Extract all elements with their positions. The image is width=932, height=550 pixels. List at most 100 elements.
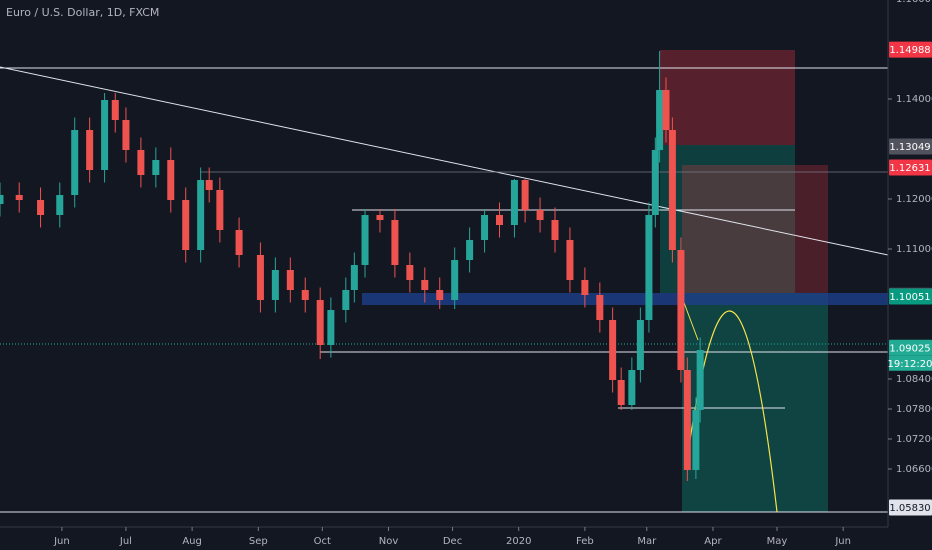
x-tick-label: May [767,536,788,547]
candle-body [350,265,358,290]
candle-body [628,370,636,405]
price-marker-label: 1.09025 [889,343,930,354]
x-tick-label: Jul [119,536,132,547]
candle-body [677,250,685,370]
stop-zone [660,50,795,145]
candle-body [316,300,324,345]
candle-body [496,215,503,225]
candle-body [451,260,459,300]
y-tick-label: 1.11000 [896,244,932,255]
candle-body [521,180,529,210]
x-tick-label: Aug [182,536,202,547]
y-tick-label: 1.06600 [896,464,932,475]
price-marker-label: 1.13049 [889,142,930,153]
drawings [0,50,889,513]
candle-body [662,90,670,130]
projection-line [682,299,699,341]
y-tick-label: 1.16000 [896,0,932,5]
candle-body [376,215,384,220]
candle-body [111,100,119,120]
x-tick-label: Dec [443,536,462,547]
candle-body [327,310,335,345]
candle-body [0,195,4,204]
price-marker-label: 1.14988 [889,45,930,56]
x-tick-label: Sep [249,536,268,547]
target-zone [682,293,828,512]
candle-body [301,290,309,300]
x-tick-label: Jun [834,536,851,547]
x-tick-label: Nov [379,536,399,547]
candle-body [205,180,213,190]
candle-body [391,220,399,265]
price-marker-label: 1.05830 [889,503,930,514]
countdown: 19:12:20 [888,359,932,370]
candle-body [466,240,474,260]
candle-body [609,320,617,380]
candle-body [167,160,175,200]
candle-body [651,150,659,215]
candle-body [656,90,664,150]
candle-body [342,290,350,310]
candle-body [122,120,130,150]
candles [0,51,704,481]
price-marker [889,138,932,155]
candle-body [421,280,429,290]
candle-body [271,270,279,300]
price-marker [889,159,932,176]
countdown-box [889,355,932,371]
candle-body [86,130,94,170]
candle-body [182,200,190,250]
candle-body [256,255,264,300]
candle-body [406,265,414,280]
x-tick-label: Oct [314,536,331,547]
stop-zone [682,165,828,293]
candle-body [510,180,518,225]
x-tick-label: Feb [576,536,594,547]
candle-body [137,150,145,175]
price-marker-label: 1.10051 [889,292,930,303]
x-tick-label: Mar [637,536,657,547]
candle-body [536,210,544,220]
candle-body [668,130,676,250]
candle-body [216,190,224,230]
candle-body [481,215,489,240]
price-marker [889,499,932,516]
price-marker-label: 1.12631 [889,163,930,174]
trend-line [0,66,889,256]
candle-body [152,160,160,175]
candle-body [361,215,369,265]
candle-body [551,220,559,240]
y-tick-label: 1.08400 [896,374,932,385]
x-tick-label: 2020 [506,536,531,547]
candle-body [71,130,79,195]
candle-body [617,380,625,405]
price-marker [889,339,932,356]
candle-body [596,295,604,320]
candle-body [696,350,704,410]
candle-body [56,195,64,215]
x-tick-label: Jun [53,536,70,547]
candle-body [683,370,691,470]
y-tick-label: 1.12000 [896,194,932,205]
price-marker [889,288,932,305]
candle-body [581,280,589,295]
candle-body [197,180,205,250]
candle-body [566,240,574,280]
price-marker [889,41,932,58]
candle-body [37,200,45,215]
y-tick-label: 1.07800 [896,404,932,415]
candle-body [15,195,23,200]
price-axis [888,0,932,550]
support-band [362,293,888,305]
candle-body [235,230,243,255]
candle-body [645,215,653,320]
y-tick-label: 1.07200 [896,434,932,445]
candle-body [101,100,109,170]
candle-body [692,410,700,470]
chart-title: Euro / U.S. Dollar, 1D, FXCM [6,6,159,19]
y-tick-label: 1.14000 [896,94,932,105]
x-tick-label: Apr [704,536,722,547]
candle-body [436,290,444,300]
